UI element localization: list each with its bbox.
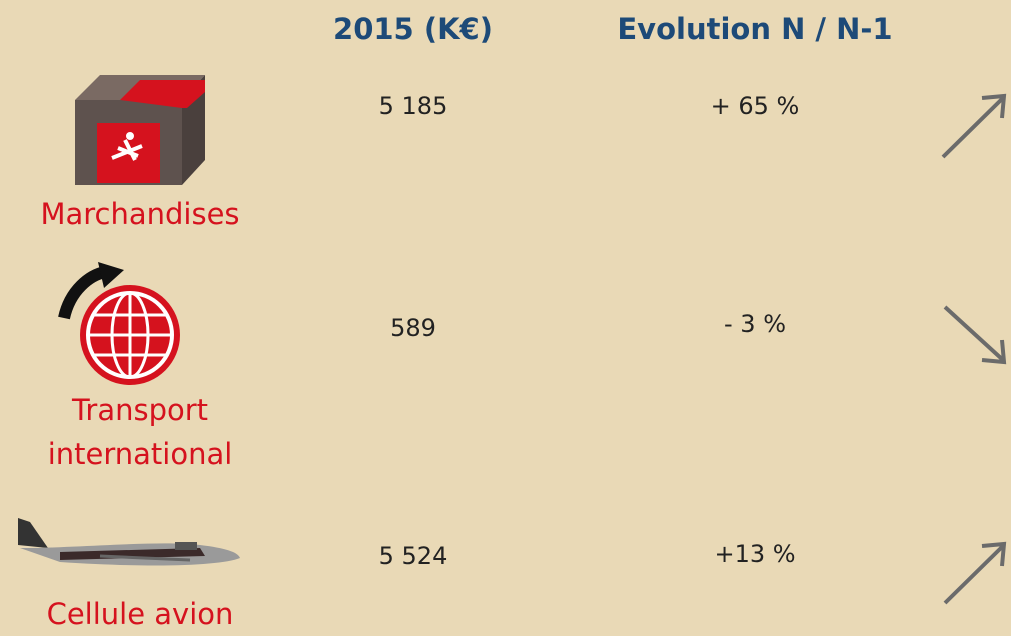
trend-arrows <box>941 93 1007 605</box>
column-header: Evolution N / N-1 <box>617 12 893 46</box>
amount: 589 <box>390 314 436 342</box>
globe-icon <box>58 262 180 385</box>
evolution: +13 % <box>714 540 796 568</box>
amount: 5 185 <box>378 92 448 120</box>
evolution: - 3 % <box>724 310 786 338</box>
evolution: + 65 % <box>710 92 800 120</box>
plane-icon <box>18 518 240 566</box>
row-label: Cellule avion <box>46 597 234 631</box>
box-icon <box>75 75 205 185</box>
row-label: Transport international <box>47 393 233 471</box>
column-header: 2015 (K€) <box>333 12 493 46</box>
row-label: Marchandises <box>40 197 240 231</box>
amount: 5 524 <box>378 542 448 570</box>
